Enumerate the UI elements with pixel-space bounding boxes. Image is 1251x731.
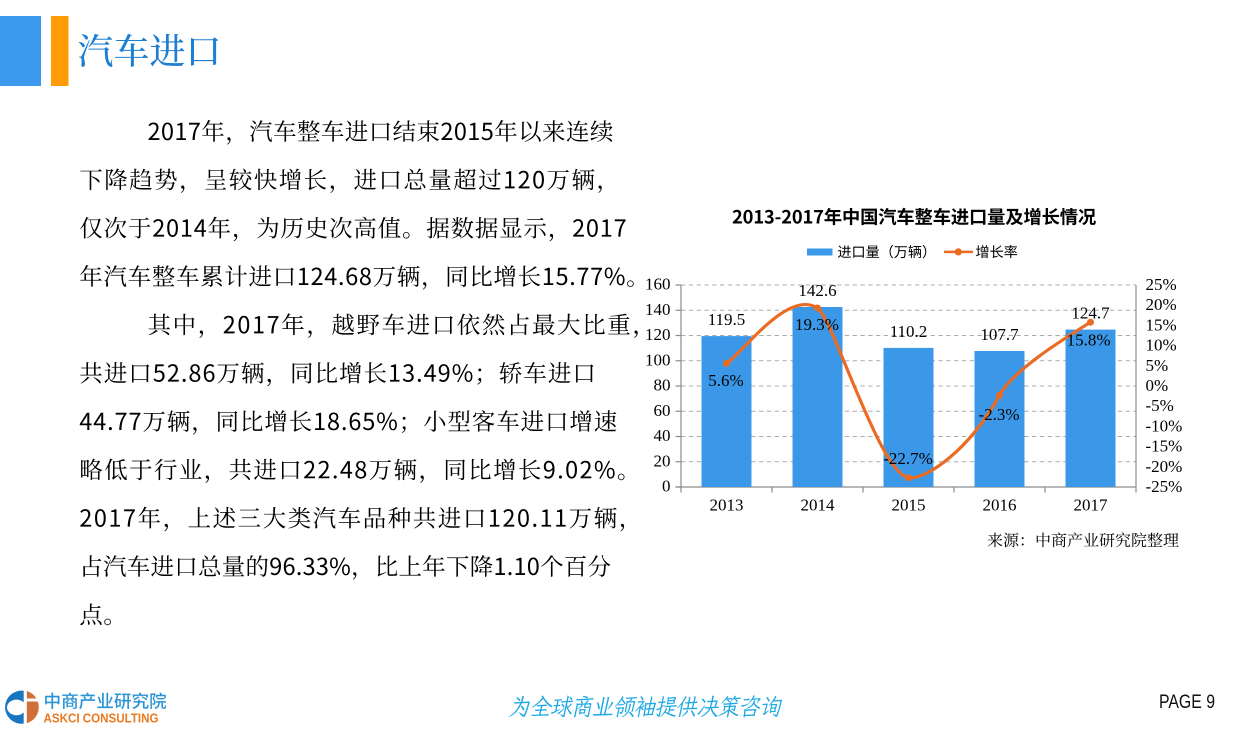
svg-text:100: 100 <box>645 350 671 369</box>
svg-text:2015: 2015 <box>892 496 926 515</box>
svg-text:40: 40 <box>654 426 671 445</box>
svg-text:20%: 20% <box>1146 295 1177 314</box>
svg-text:142.6: 142.6 <box>798 281 836 300</box>
svg-text:15%: 15% <box>1146 315 1177 334</box>
svg-text:120: 120 <box>645 325 671 344</box>
svg-text:119.5: 119.5 <box>708 310 746 329</box>
svg-text:140: 140 <box>645 300 671 319</box>
svg-text:10%: 10% <box>1146 336 1177 355</box>
svg-text:ASKCI CONSULTING: ASKCI CONSULTING <box>44 712 159 726</box>
svg-text:20: 20 <box>654 451 671 470</box>
svg-text:25%: 25% <box>1146 275 1177 294</box>
svg-text:110.2: 110.2 <box>890 322 928 341</box>
svg-text:-22.7%: -22.7% <box>883 449 933 468</box>
svg-text:-2.3%: -2.3% <box>978 405 1019 424</box>
svg-text:2014: 2014 <box>801 496 836 515</box>
svg-text:60: 60 <box>654 401 671 420</box>
svg-text:124.7: 124.7 <box>1071 304 1110 323</box>
svg-text:80: 80 <box>654 376 671 395</box>
svg-text:-10%: -10% <box>1146 416 1183 435</box>
svg-text:-15%: -15% <box>1146 437 1183 456</box>
svg-text:2017: 2017 <box>1074 496 1109 515</box>
svg-text:2016: 2016 <box>983 496 1017 515</box>
svg-text:-5%: -5% <box>1146 396 1174 415</box>
svg-text:-20%: -20% <box>1146 457 1183 476</box>
svg-text:2013: 2013 <box>710 496 744 515</box>
svg-text:5.6%: 5.6% <box>708 371 743 390</box>
svg-text:19.3%: 19.3% <box>795 315 839 334</box>
svg-text:5%: 5% <box>1146 356 1169 375</box>
svg-text:PAGE 9: PAGE 9 <box>1159 691 1215 713</box>
svg-text:107.7: 107.7 <box>980 325 1019 344</box>
svg-text:160: 160 <box>645 275 671 294</box>
svg-text:15.8%: 15.8% <box>1067 331 1111 350</box>
svg-text:0%: 0% <box>1146 376 1169 395</box>
svg-text:0: 0 <box>662 477 671 496</box>
svg-text:-25%: -25% <box>1146 477 1183 496</box>
